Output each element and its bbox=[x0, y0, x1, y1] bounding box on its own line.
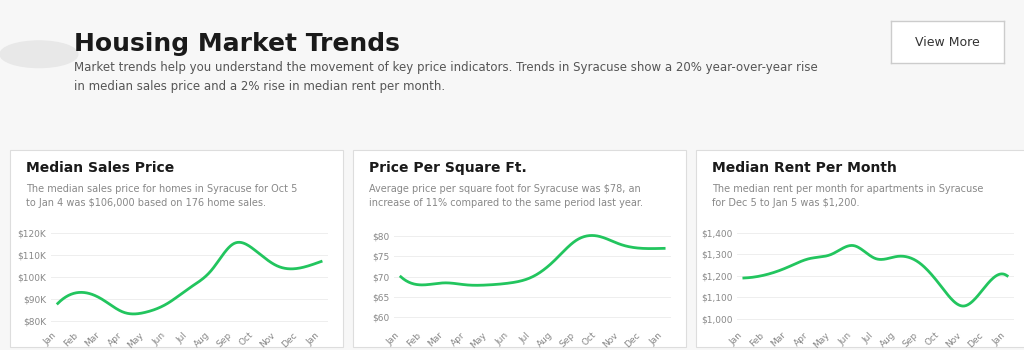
FancyBboxPatch shape bbox=[10, 150, 343, 346]
FancyBboxPatch shape bbox=[0, 0, 1024, 147]
Text: Median Rent Per Month: Median Rent Per Month bbox=[712, 161, 897, 175]
FancyBboxPatch shape bbox=[696, 150, 1024, 346]
Text: View More: View More bbox=[914, 35, 980, 49]
Text: Market trends help you understand the movement of key price indicators. Trends i: Market trends help you understand the mo… bbox=[74, 61, 817, 93]
Circle shape bbox=[0, 41, 78, 68]
Text: Housing Market Trends: Housing Market Trends bbox=[74, 32, 399, 56]
Text: The median sales price for homes in Syracuse for Oct 5
to Jan 4 was $106,000 bas: The median sales price for homes in Syra… bbox=[26, 184, 297, 208]
FancyBboxPatch shape bbox=[353, 150, 686, 346]
Text: Average price per square foot for Syracuse was $78, an
increase of 11% compared : Average price per square foot for Syracu… bbox=[369, 184, 643, 208]
Text: Price Per Square Ft.: Price Per Square Ft. bbox=[369, 161, 526, 175]
Text: The median rent per month for apartments in Syracuse
for Dec 5 to Jan 5 was $1,2: The median rent per month for apartments… bbox=[712, 184, 983, 208]
Text: Median Sales Price: Median Sales Price bbox=[26, 161, 174, 175]
